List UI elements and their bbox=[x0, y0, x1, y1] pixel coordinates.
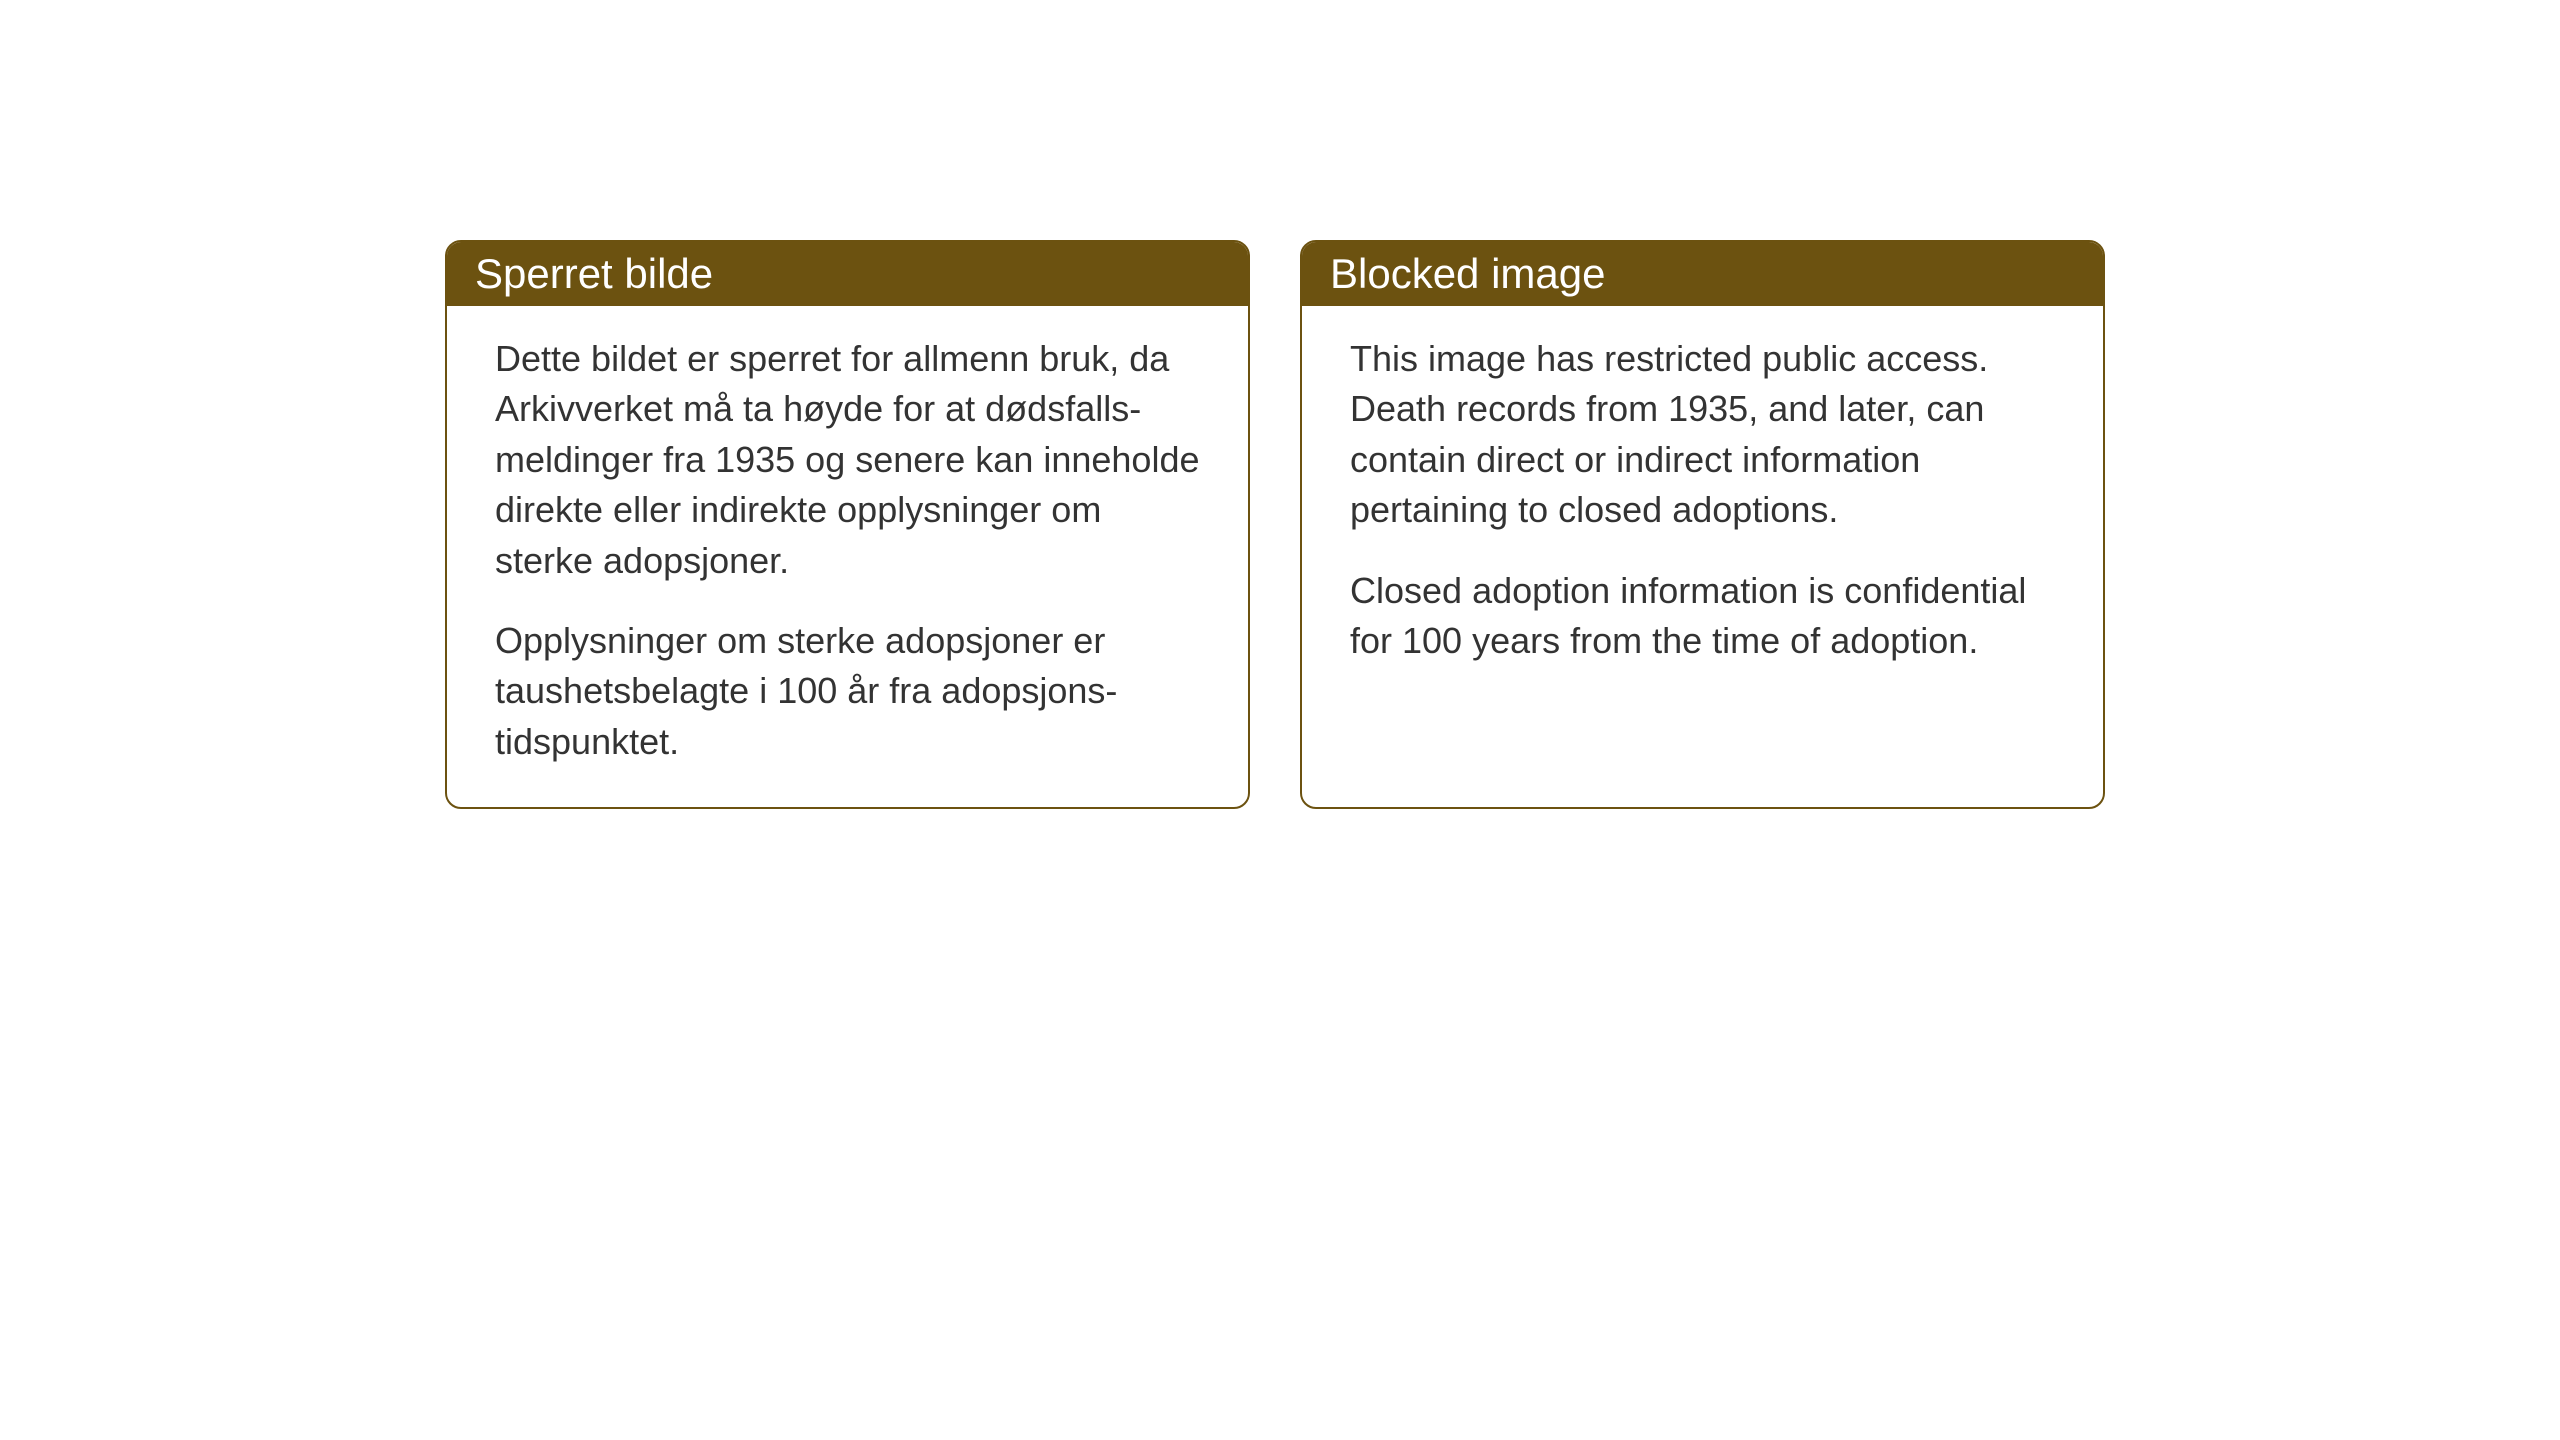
card-paragraph: Dette bildet er sperret for allmenn bruk… bbox=[495, 334, 1200, 586]
notice-container: Sperret bilde Dette bildet er sperret fo… bbox=[445, 240, 2105, 809]
card-title: Sperret bilde bbox=[475, 250, 713, 297]
card-paragraph: This image has restricted public access.… bbox=[1350, 334, 2055, 536]
notice-card-norwegian: Sperret bilde Dette bildet er sperret fo… bbox=[445, 240, 1250, 809]
card-body: This image has restricted public access.… bbox=[1302, 306, 2103, 706]
card-body: Dette bildet er sperret for allmenn bruk… bbox=[447, 306, 1248, 807]
card-paragraph: Opplysninger om sterke adopsjoner er tau… bbox=[495, 616, 1200, 767]
card-header: Sperret bilde bbox=[447, 242, 1248, 306]
card-title: Blocked image bbox=[1330, 250, 1605, 297]
card-header: Blocked image bbox=[1302, 242, 2103, 306]
notice-card-english: Blocked image This image has restricted … bbox=[1300, 240, 2105, 809]
card-paragraph: Closed adoption information is confident… bbox=[1350, 566, 2055, 667]
